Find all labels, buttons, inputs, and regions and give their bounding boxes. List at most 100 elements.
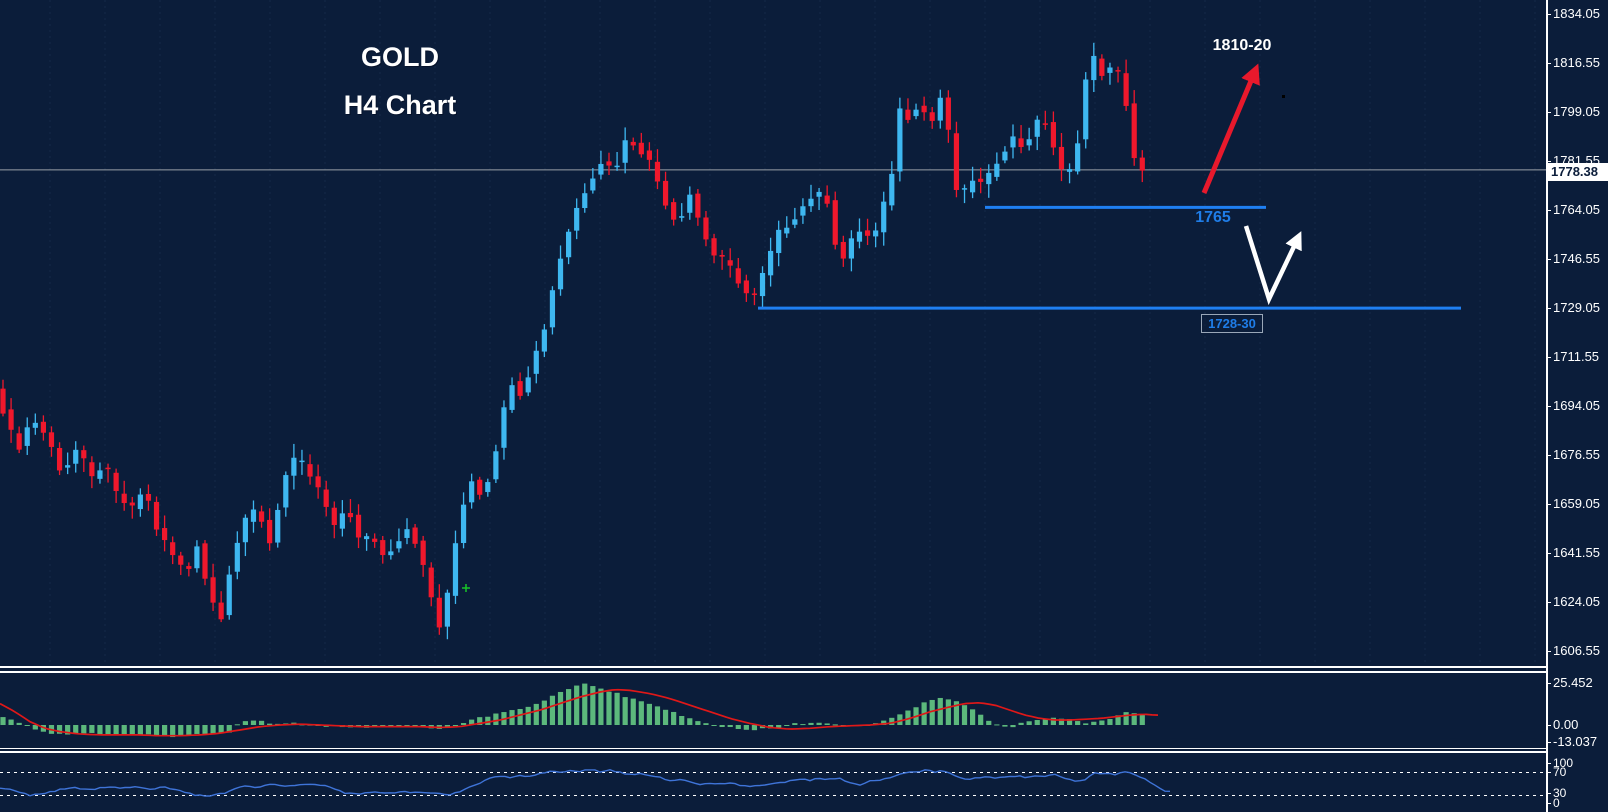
candle bbox=[549, 286, 556, 335]
axis-tick bbox=[1546, 742, 1551, 743]
candle bbox=[533, 340, 539, 384]
candle bbox=[1107, 62, 1113, 85]
candle-body bbox=[275, 509, 281, 543]
axis-tick bbox=[1546, 14, 1551, 15]
macd-histogram-bar bbox=[614, 692, 620, 725]
candle bbox=[509, 377, 515, 413]
red-projection-arrow[interactable] bbox=[1201, 63, 1260, 194]
main-chart-canvas[interactable] bbox=[0, 0, 1547, 668]
macd-histogram-bar bbox=[986, 720, 992, 725]
candle bbox=[679, 203, 685, 222]
macd-axis-label: 0.00 bbox=[1553, 716, 1579, 732]
candle-body bbox=[234, 542, 240, 572]
candle bbox=[412, 524, 418, 548]
axis-tick bbox=[1546, 763, 1551, 764]
candle bbox=[970, 166, 976, 199]
macd-histogram-bar bbox=[800, 724, 806, 726]
candle bbox=[768, 237, 774, 287]
candle bbox=[242, 514, 248, 557]
candle bbox=[1099, 54, 1105, 81]
rsi-axis-label: 100 bbox=[1553, 755, 1574, 770]
panel-separator-macd-rsi-2 bbox=[0, 751, 1547, 753]
candle-body bbox=[824, 195, 830, 204]
candle bbox=[873, 222, 879, 248]
macd-histogram-bar bbox=[881, 720, 887, 725]
candle-body bbox=[856, 231, 863, 242]
macd-histogram-bar bbox=[1083, 723, 1089, 725]
macd-histogram-bar bbox=[1091, 721, 1097, 725]
candle bbox=[994, 152, 1000, 181]
candle-body bbox=[388, 551, 394, 556]
candle-body bbox=[994, 163, 1000, 177]
macd-histogram-bar bbox=[493, 713, 499, 725]
candle-body bbox=[396, 541, 402, 549]
macd-histogram-bar bbox=[1107, 719, 1113, 725]
candle bbox=[598, 150, 604, 180]
candle-body bbox=[953, 133, 960, 190]
chart-title: GOLD H4 Chart bbox=[300, 42, 500, 121]
candle-body bbox=[1050, 122, 1056, 148]
macd-histogram-bar bbox=[412, 725, 418, 726]
candle-body bbox=[162, 528, 168, 541]
candle-body bbox=[687, 194, 693, 213]
candle bbox=[1075, 130, 1081, 175]
support-level-1765-label[interactable]: 1765 bbox=[1195, 209, 1231, 226]
candle-body bbox=[105, 467, 111, 470]
target-zone-label[interactable]: 1810-20 bbox=[1212, 37, 1272, 54]
candle bbox=[646, 142, 652, 171]
candle-body bbox=[1066, 169, 1073, 172]
candle-body bbox=[56, 448, 63, 471]
candle-body bbox=[881, 201, 887, 233]
candle bbox=[8, 398, 14, 443]
price-axis[interactable]: 1834.05 1816.55 1799.05 1781.55 1764.05 1746.… bbox=[1546, 0, 1608, 812]
candle-body bbox=[679, 216, 685, 218]
candle-body bbox=[460, 504, 467, 544]
candle bbox=[945, 90, 951, 143]
macd-histogram-bar bbox=[234, 724, 240, 726]
candle bbox=[824, 185, 830, 208]
macd-histogram-bar bbox=[372, 725, 378, 727]
candle bbox=[218, 591, 224, 623]
panel-separator-macd-rsi bbox=[0, 747, 1547, 749]
candle bbox=[153, 496, 160, 536]
support-level-1728-30-label[interactable]: 1728-30 bbox=[1201, 314, 1263, 333]
candle bbox=[40, 415, 46, 441]
rsi-panel-canvas[interactable] bbox=[0, 753, 1547, 812]
cross-marker-icon[interactable] bbox=[462, 584, 470, 592]
macd-histogram-bar bbox=[816, 722, 822, 725]
white-v-arrow[interactable] bbox=[1243, 225, 1302, 306]
candle-body bbox=[444, 592, 450, 627]
macd-histogram-bar bbox=[1026, 721, 1032, 725]
candle bbox=[557, 245, 564, 296]
candle bbox=[566, 228, 572, 265]
candle-body bbox=[501, 407, 507, 448]
candle bbox=[808, 184, 814, 212]
candle bbox=[800, 198, 806, 224]
candle-body bbox=[250, 509, 257, 522]
candle-body bbox=[614, 165, 620, 168]
macd-histogram-bar bbox=[396, 725, 402, 727]
macd-histogram-bar bbox=[945, 699, 951, 725]
candle bbox=[299, 449, 305, 475]
macd-histogram-bar bbox=[1042, 718, 1048, 725]
candle-body bbox=[469, 481, 475, 503]
macd-panel-canvas[interactable] bbox=[0, 674, 1547, 747]
macd-histogram-bar bbox=[646, 703, 652, 725]
candle bbox=[881, 191, 887, 246]
axis-tick bbox=[1546, 651, 1551, 652]
candle-body bbox=[218, 602, 224, 620]
macd-histogram-bar bbox=[994, 724, 1000, 726]
candle bbox=[355, 504, 362, 549]
candle-body bbox=[751, 293, 758, 295]
price-axis-label: 1676.55 bbox=[1553, 446, 1600, 462]
candle-body bbox=[258, 511, 265, 522]
candle-body bbox=[848, 238, 854, 259]
macd-histogram-bar bbox=[1115, 715, 1121, 725]
price-axis-label: 1694.05 bbox=[1553, 397, 1600, 413]
axis-tick bbox=[1546, 63, 1551, 64]
candle-body bbox=[404, 529, 410, 538]
candle bbox=[832, 191, 838, 250]
candle-body bbox=[792, 219, 798, 225]
candle bbox=[162, 515, 168, 552]
candle bbox=[372, 533, 378, 548]
